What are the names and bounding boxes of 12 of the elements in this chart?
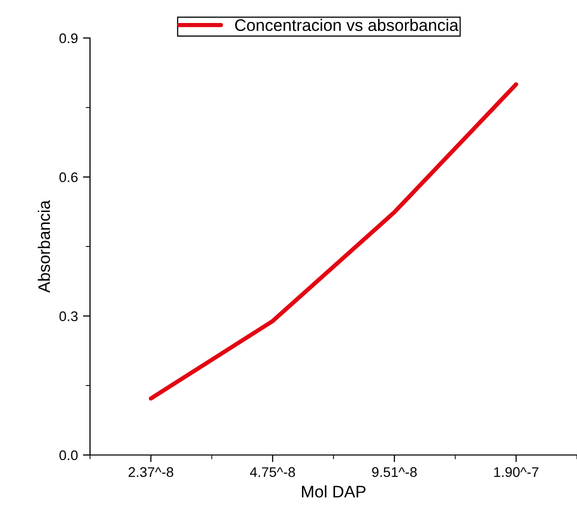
y-tick-label: 0.3 bbox=[59, 311, 78, 322]
line-series bbox=[148, 82, 518, 401]
x-tick-label: 9.51^-8 bbox=[372, 467, 417, 478]
y-tick-label: 0.0 bbox=[59, 450, 78, 460]
x-axis-title: Mol DAP bbox=[302, 485, 366, 498]
legend-label: Concentracion vs absorbancia bbox=[235, 18, 458, 32]
x-tick-label: 4.75^-8 bbox=[250, 467, 295, 478]
y-tick-label: 0.6 bbox=[59, 172, 78, 182]
y-axis-title: Absorbancia bbox=[38, 200, 50, 293]
x-tick-label: 1.90^-7 bbox=[494, 467, 538, 478]
y-tick-label: 0.9 bbox=[59, 33, 78, 44]
x-tick-label: 2.37^-8 bbox=[128, 467, 174, 478]
